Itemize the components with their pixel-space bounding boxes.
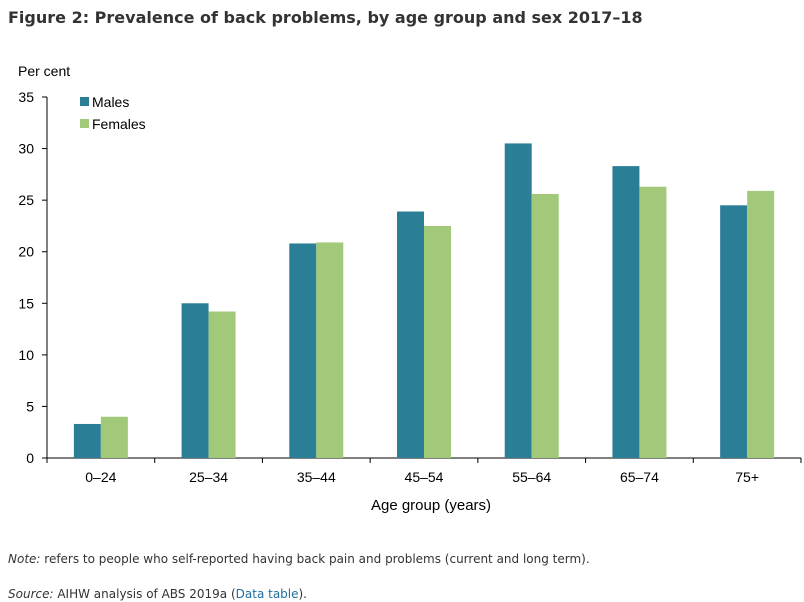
y-tick-label: 35 [18,89,34,105]
y-tick-label: 30 [18,141,34,157]
figure-source: Source: AIHW analysis of ABS 2019a (Data… [8,587,307,601]
y-tick-label: 25 [18,192,34,208]
bar-males-5 [504,143,532,458]
legend-label-males: Males [92,94,129,110]
x-tick-label: 25–34 [189,469,228,485]
data-table-link[interactable]: Data table [235,587,299,601]
bar-females-3 [316,242,344,458]
bar-females-5 [531,193,559,458]
y-axis-label: Per cent [18,63,70,79]
y-tick-label: 10 [18,347,34,363]
y-tick-label: 20 [18,244,34,260]
source-end: ). [298,587,308,601]
source-text: AIHW analysis of ABS 2019a ( [53,587,236,601]
y-tick-label: 15 [18,295,34,311]
x-tick-label: 0–24 [85,469,116,485]
bar-chart: Per cent Age group (years) 0 5 10 15 20 25 30 3… [18,63,802,514]
bar-males-6 [612,166,640,458]
figure-title: Figure 2: Prevalence of back problems, b… [8,8,643,27]
bar-females-6 [639,186,667,458]
legend-swatch-males [80,97,89,106]
x-tick-label: 35–44 [297,469,336,485]
bar-females-7 [747,190,775,459]
bar-females-4 [424,225,451,458]
source-label: Source: [8,587,54,601]
y-tick-label: 5 [26,398,34,414]
bar-females-1 [100,416,128,458]
bar-males-3 [289,243,317,458]
x-tick-label: 75+ [735,469,759,485]
note-label: Note: [8,552,41,566]
legend-label-females: Females [92,116,146,132]
figure-note: Note: refers to people who self-reported… [8,552,590,566]
bar-males-2 [181,303,209,458]
note-text: refers to people who self-reported havin… [40,552,590,566]
x-tick-label: 65–74 [620,469,659,485]
bar-males-7 [720,205,748,458]
x-axis-label: Age group (years) [371,497,491,514]
legend-swatch-females [80,119,89,128]
x-tick-label: 55–64 [512,469,551,485]
bar-females-2 [208,311,236,458]
y-tick-label: 0 [26,450,34,466]
bar-males-1 [73,423,101,458]
bar-males-4 [397,211,424,458]
x-tick-label: 45–54 [405,469,444,485]
